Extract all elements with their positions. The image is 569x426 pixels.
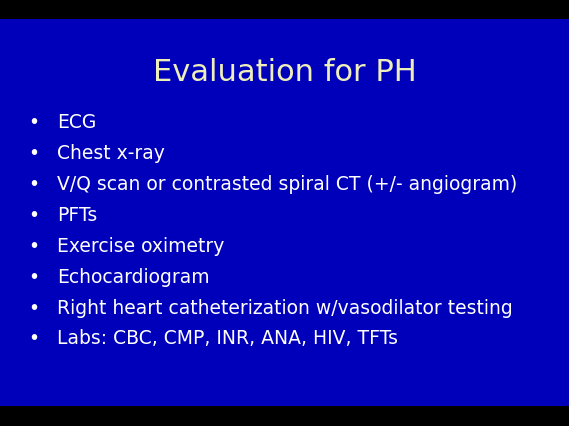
Text: •: • xyxy=(28,205,40,225)
Text: ECG: ECG xyxy=(57,113,96,132)
Text: Evaluation for PH: Evaluation for PH xyxy=(152,58,417,87)
Text: Echocardiogram: Echocardiogram xyxy=(57,267,209,286)
Text: •: • xyxy=(28,144,40,163)
Text: •: • xyxy=(28,236,40,255)
Text: •: • xyxy=(28,298,40,317)
Text: Chest x-ray: Chest x-ray xyxy=(57,144,165,163)
Text: •: • xyxy=(28,175,40,193)
Text: •: • xyxy=(28,329,40,348)
Text: Right heart catheterization w/vasodilator testing: Right heart catheterization w/vasodilato… xyxy=(57,298,513,317)
Text: •: • xyxy=(28,113,40,132)
Text: •: • xyxy=(28,267,40,286)
Text: PFTs: PFTs xyxy=(57,205,97,225)
Text: Exercise oximetry: Exercise oximetry xyxy=(57,236,224,255)
Text: Labs: CBC, CMP, INR, ANA, HIV, TFTs: Labs: CBC, CMP, INR, ANA, HIV, TFTs xyxy=(57,329,398,348)
Text: V/Q scan or contrasted spiral CT (+/- angiogram): V/Q scan or contrasted spiral CT (+/- an… xyxy=(57,175,517,193)
